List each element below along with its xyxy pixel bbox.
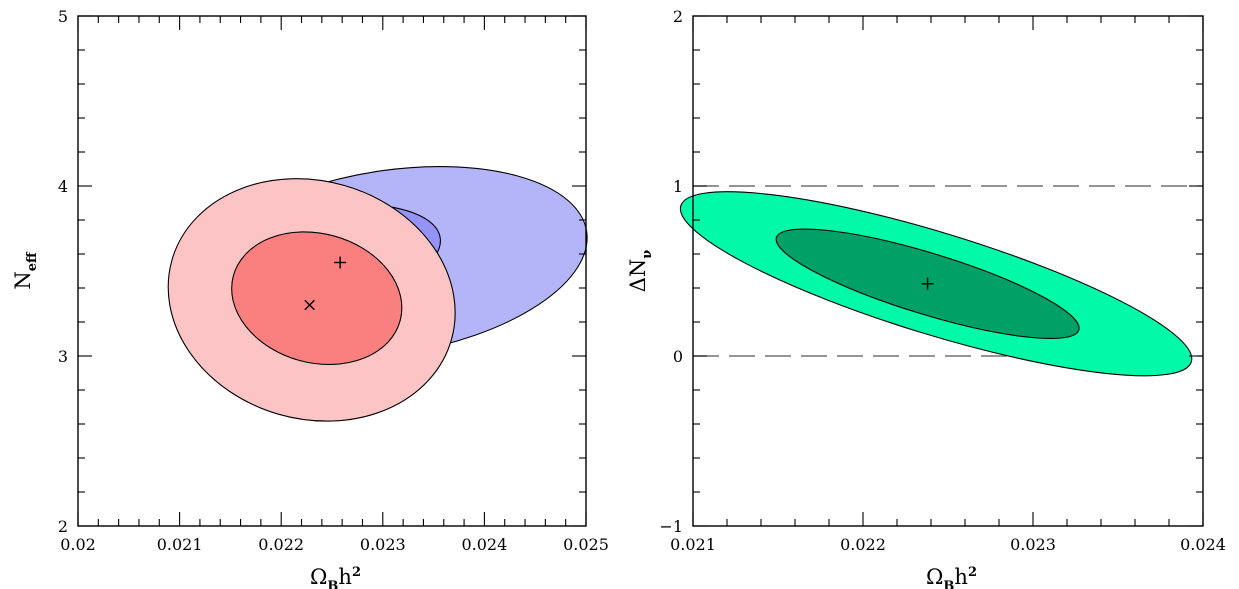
y-tick-label: 2 (673, 7, 683, 26)
x-axis-label: ΩBh2 (926, 565, 977, 589)
y-tick-label: 1 (673, 177, 683, 196)
x-tick-label: 0.02 (60, 535, 96, 554)
x-tick-label: 0.024 (1180, 535, 1226, 554)
y-tick-label: −1 (659, 517, 683, 536)
plot-frame (77, 15, 587, 527)
right-panel: 0.021 0.022 0.023 0.024 −1 0 1 2 ΩBh2 ΔNν (626, 7, 1226, 589)
x-tick-label: 0.021 (670, 535, 716, 554)
y-tick-label: 2 (58, 517, 68, 536)
left-panel: 0.02 0.021 0.022 0.023 0.024 0.025 2 3 4 5 ΩBh2 Nef… (11, 7, 609, 589)
y-tick-label: 4 (58, 177, 68, 196)
x-tick-label: 0.022 (840, 535, 886, 554)
plus-marker (921, 277, 934, 290)
x-tick-label: 0.025 (563, 535, 609, 554)
x-tick-label: 0.023 (1010, 535, 1056, 554)
plus-marker (334, 256, 347, 269)
x-tick-label: 0.022 (258, 535, 304, 554)
x-tick-label: 0.023 (360, 535, 406, 554)
x-tick-label: 0.021 (157, 535, 203, 554)
y-axis-label: ΔNν (626, 250, 655, 293)
cross-marker (304, 299, 315, 311)
x-tick-label: 0.024 (461, 535, 507, 554)
y-tick-label: 5 (58, 7, 68, 26)
red-inner-contour (231, 231, 403, 366)
plot-frame (692, 15, 1204, 527)
cross-marker-b (304, 299, 315, 311)
y-axis-label: Neff (11, 251, 40, 290)
x-axis-label: ΩBh2 (310, 565, 361, 589)
y-tick-label: 0 (673, 347, 683, 366)
y-tick-label: 3 (58, 347, 68, 366)
